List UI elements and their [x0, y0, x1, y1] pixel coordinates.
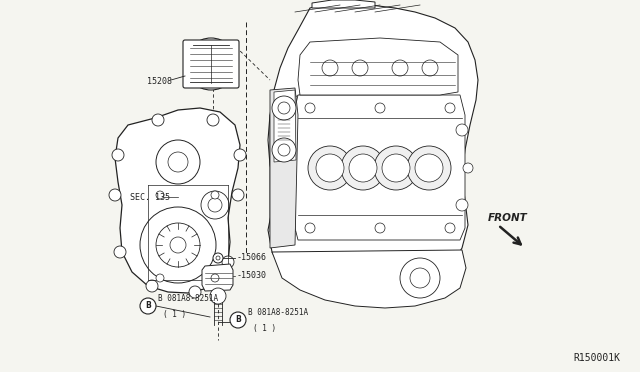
Circle shape	[382, 154, 410, 182]
Circle shape	[210, 288, 226, 304]
Circle shape	[278, 102, 290, 114]
Circle shape	[114, 246, 126, 258]
Circle shape	[211, 191, 219, 199]
Circle shape	[272, 96, 296, 120]
FancyBboxPatch shape	[183, 40, 239, 88]
Circle shape	[168, 152, 188, 172]
Circle shape	[140, 298, 156, 314]
Circle shape	[222, 256, 234, 268]
Circle shape	[445, 103, 455, 113]
Circle shape	[140, 207, 216, 283]
Circle shape	[316, 154, 344, 182]
Polygon shape	[295, 95, 465, 240]
Circle shape	[445, 223, 455, 233]
Circle shape	[185, 38, 237, 90]
Text: -15066: -15066	[237, 253, 267, 263]
Circle shape	[189, 286, 201, 298]
Circle shape	[152, 114, 164, 126]
Circle shape	[415, 154, 443, 182]
Circle shape	[156, 223, 200, 267]
Text: B 081A8-8251A: B 081A8-8251A	[158, 294, 218, 303]
Text: ( 1 ): ( 1 )	[163, 310, 186, 319]
Circle shape	[375, 223, 385, 233]
Polygon shape	[268, 3, 478, 305]
Circle shape	[278, 144, 290, 156]
Polygon shape	[274, 90, 296, 162]
Circle shape	[272, 138, 296, 162]
Text: -15030: -15030	[237, 272, 267, 280]
Circle shape	[322, 60, 338, 76]
Circle shape	[305, 103, 315, 113]
Circle shape	[308, 146, 352, 190]
Circle shape	[230, 312, 246, 328]
Circle shape	[410, 268, 430, 288]
Polygon shape	[115, 108, 240, 293]
Circle shape	[170, 237, 186, 253]
Circle shape	[216, 256, 220, 260]
Text: SEC. 135: SEC. 135	[130, 192, 170, 202]
Polygon shape	[272, 250, 466, 308]
Circle shape	[156, 140, 200, 184]
Text: FRONT: FRONT	[488, 213, 528, 223]
Circle shape	[146, 280, 158, 292]
Circle shape	[400, 258, 440, 298]
Circle shape	[463, 163, 473, 173]
Text: B: B	[145, 301, 151, 311]
Polygon shape	[270, 95, 300, 235]
Polygon shape	[202, 264, 233, 291]
Circle shape	[112, 149, 124, 161]
Circle shape	[232, 189, 244, 201]
Text: R150001K: R150001K	[573, 353, 620, 363]
Text: B: B	[235, 315, 241, 324]
Circle shape	[352, 60, 368, 76]
Circle shape	[207, 114, 219, 126]
Circle shape	[407, 146, 451, 190]
Text: ( 1 ): ( 1 )	[253, 324, 276, 333]
Polygon shape	[270, 88, 298, 248]
Circle shape	[422, 60, 438, 76]
Circle shape	[211, 274, 219, 282]
Circle shape	[156, 274, 164, 282]
Circle shape	[341, 146, 385, 190]
Polygon shape	[312, 0, 375, 8]
Circle shape	[392, 60, 408, 76]
Text: B 081A8-8251A: B 081A8-8251A	[248, 308, 308, 317]
Circle shape	[456, 124, 468, 136]
Polygon shape	[298, 38, 458, 95]
Circle shape	[456, 199, 468, 211]
Text: 15208: 15208	[147, 77, 172, 87]
Circle shape	[109, 189, 121, 201]
Circle shape	[156, 191, 164, 199]
Circle shape	[375, 103, 385, 113]
Circle shape	[201, 191, 229, 219]
Circle shape	[349, 154, 377, 182]
Circle shape	[374, 146, 418, 190]
Circle shape	[208, 198, 222, 212]
Circle shape	[234, 149, 246, 161]
Circle shape	[305, 223, 315, 233]
Circle shape	[213, 253, 223, 263]
